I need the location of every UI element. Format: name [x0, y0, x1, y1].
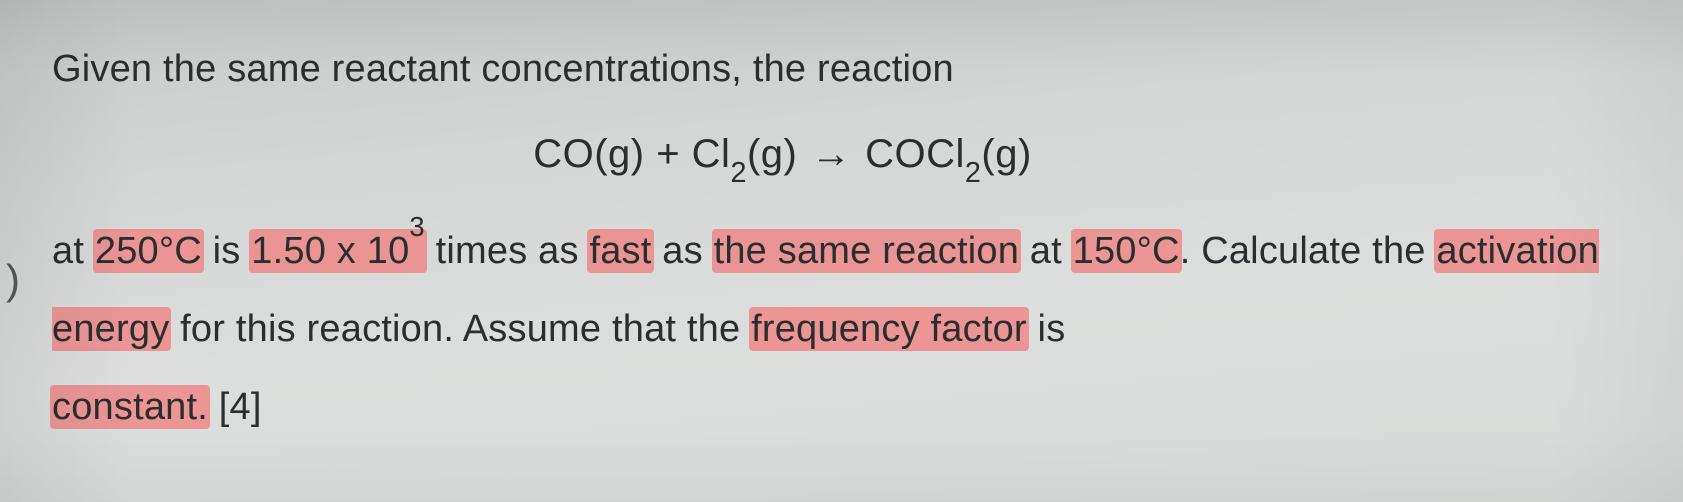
body-mid1: is [202, 230, 251, 272]
product-b: (g) [981, 132, 1031, 176]
problem-text: Given the same reactant concentrations, … [0, 0, 1683, 467]
body-pre1: at [52, 230, 95, 272]
plus-sign: + [645, 132, 692, 176]
reaction-arrow-icon: → [811, 123, 852, 185]
body-mid4: at [1019, 230, 1073, 272]
rate-a: 1.50 x 10 [251, 230, 409, 272]
highlight-temp1: 250°C [93, 229, 204, 273]
reactant-cl2-b: (g) [747, 132, 797, 176]
reactant-co: CO(g) [533, 132, 644, 176]
highlight-constant: constant. [50, 385, 210, 429]
margin-paren: ) [6, 256, 20, 304]
body-mid3: as [652, 230, 714, 272]
body-mid5: . Calculate the [1180, 230, 1437, 272]
reactant-cl2-sub: 2 [730, 157, 747, 189]
highlight-rate: 1.50 x 103 [249, 229, 427, 273]
highlight-temp2: 150°C [1071, 229, 1182, 273]
body-mid7: is [1027, 308, 1066, 350]
reaction-equation: CO(g) + Cl2(g) → COCl2(g) [0, 123, 1573, 185]
product-sub: 2 [965, 157, 982, 189]
body-mid2: times as [425, 230, 590, 272]
highlight-fast: fast [587, 229, 653, 273]
rate-sup: 3 [409, 211, 424, 242]
problem-body: at 250°C is 1.50 x 103 times as fast as … [52, 213, 1633, 447]
reactant-cl2-a: Cl [692, 132, 731, 176]
intro-line: Given the same reactant concentrations, … [52, 40, 1633, 99]
product-a: COCl [865, 132, 965, 176]
highlight-same-reaction: the same reaction [712, 229, 1021, 273]
body-mid6: for this reaction. Assume that the [169, 308, 751, 350]
marks-label: [4] [208, 386, 262, 428]
highlight-frequency-factor: frequency factor [749, 307, 1029, 351]
